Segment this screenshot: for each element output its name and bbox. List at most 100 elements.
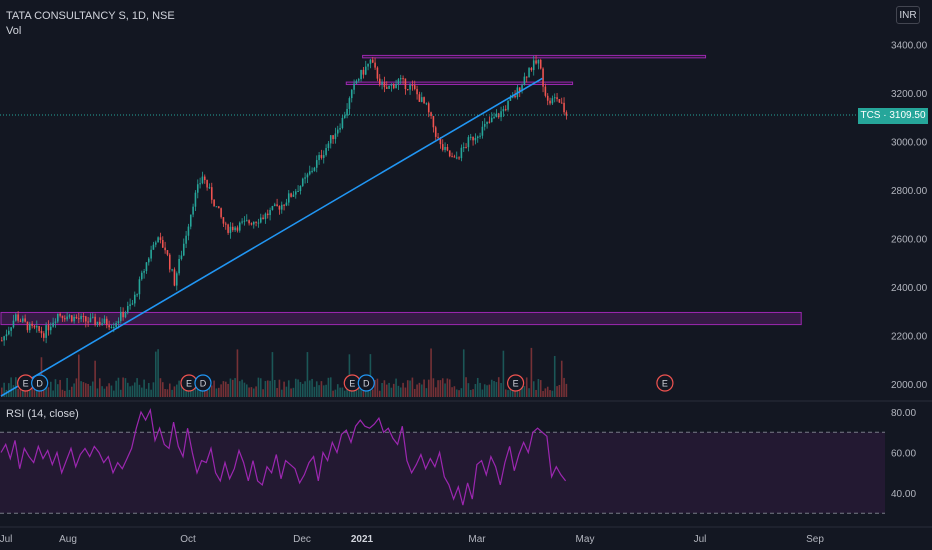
volume-bar	[313, 386, 316, 397]
volume-bar	[339, 387, 341, 397]
candle-body	[7, 330, 10, 335]
candle-body	[297, 191, 299, 193]
volume-bar	[430, 348, 432, 397]
candle-body	[346, 108, 348, 116]
volume-bar	[297, 379, 299, 397]
candle-body	[150, 249, 152, 259]
candle-body	[285, 202, 288, 206]
volume-bar	[206, 387, 208, 397]
volume-bar	[245, 384, 248, 397]
volume-bar	[287, 380, 290, 397]
candle-body	[35, 326, 38, 328]
volume-bar	[180, 382, 183, 397]
candle-body	[488, 121, 491, 123]
candle-body	[154, 242, 157, 245]
volume-bar	[301, 383, 304, 397]
candle-body	[178, 258, 180, 274]
candle-body	[45, 325, 47, 338]
volume-bar	[250, 387, 253, 397]
candle-body	[77, 318, 80, 320]
volume-bar	[278, 379, 281, 397]
event-marker-label: D	[36, 379, 43, 389]
volume-bar	[117, 377, 120, 397]
candle-body	[238, 222, 241, 231]
volume-bar	[171, 389, 173, 397]
candle-body	[264, 213, 267, 220]
candle-body	[334, 133, 337, 140]
volume-bar	[203, 389, 206, 397]
volume-bar	[551, 390, 554, 397]
rsi-line	[0, 407, 567, 506]
volume-bar	[243, 382, 246, 397]
volume-bar	[161, 382, 164, 397]
candle-body	[532, 60, 535, 71]
volume-bar	[129, 386, 131, 397]
volume-bar	[182, 384, 185, 397]
candle-body	[250, 223, 253, 225]
candle-body	[374, 62, 376, 68]
candle-body	[175, 273, 178, 286]
volume-bar	[409, 380, 411, 397]
volume-bar	[507, 390, 509, 397]
volume-bar	[439, 380, 442, 397]
candle-body	[80, 315, 82, 320]
candle-body	[495, 113, 498, 118]
candle-body	[504, 109, 507, 111]
candle-body	[103, 318, 106, 324]
volume-bar	[63, 390, 66, 397]
candle-body	[518, 87, 521, 92]
currency-badge[interactable]: INR	[896, 6, 920, 24]
candle-body	[210, 187, 213, 200]
candle-body	[33, 325, 36, 328]
volume-bar	[444, 383, 446, 397]
volume-bar	[84, 383, 87, 397]
candle-body	[96, 321, 99, 325]
volume-bar	[483, 384, 486, 397]
candle-body	[213, 199, 215, 207]
candle-body	[444, 146, 446, 150]
volume-bar	[395, 378, 397, 397]
candle-body	[52, 322, 54, 327]
volume-bar	[497, 377, 500, 397]
volume-bar	[126, 382, 129, 397]
candle-body	[523, 76, 526, 85]
volume-bar	[241, 379, 243, 397]
candle-body	[49, 326, 52, 331]
candle-body	[413, 85, 416, 90]
price-axis-tick: 3000.00	[891, 138, 928, 149]
rsi-axis-tick: 40.00	[891, 489, 916, 500]
candle-body	[327, 143, 330, 149]
volume-bar	[371, 389, 374, 397]
volume-bar	[31, 387, 33, 397]
candle-body	[17, 314, 19, 321]
event-marker-label: D	[200, 379, 207, 389]
volume-bar	[264, 381, 267, 397]
volume-bar	[537, 379, 540, 397]
volume-bar	[311, 378, 313, 397]
candle-body	[332, 135, 334, 140]
candle-body	[500, 111, 502, 118]
volume-bar	[61, 389, 64, 397]
candle-body	[87, 321, 89, 323]
volume-bar	[269, 380, 271, 397]
volume-bar	[397, 385, 400, 397]
volume-bar	[147, 383, 150, 397]
candle-body	[301, 178, 304, 186]
candle-body	[325, 148, 327, 156]
volume-bar	[306, 352, 309, 397]
candle-body	[89, 317, 92, 323]
candle-body	[26, 321, 29, 331]
volume-bar	[59, 379, 61, 397]
rsi-indicator-label[interactable]: RSI (14, close)	[6, 408, 79, 420]
candle-body	[483, 123, 486, 127]
candle-body	[266, 213, 269, 216]
event-marker-label: E	[513, 379, 519, 389]
candle-body	[171, 269, 173, 271]
volume-bar	[437, 380, 439, 397]
volume-bar	[318, 385, 320, 397]
candle-body	[82, 315, 85, 317]
candle-body	[208, 187, 211, 189]
candle-body	[5, 334, 8, 337]
candle-body	[546, 95, 549, 101]
candle-body	[257, 222, 260, 224]
